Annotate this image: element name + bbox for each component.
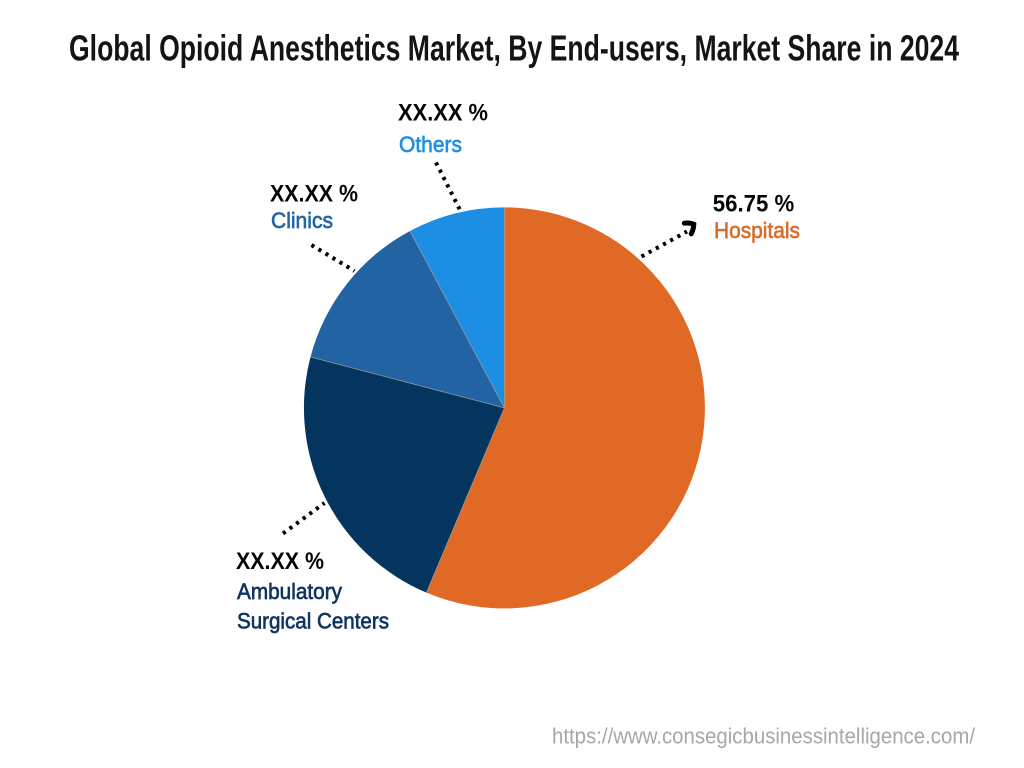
svg-text:Ambulatory: Ambulatory [237, 579, 343, 604]
svg-text:Others: Others [399, 132, 462, 157]
svg-text:56.75 %: 56.75 % [713, 191, 795, 218]
svg-text:XX.XX %: XX.XX % [398, 100, 488, 127]
svg-text:XX.XX %: XX.XX % [236, 548, 324, 575]
svg-text:XX.XX %: XX.XX % [270, 181, 358, 208]
svg-text:Surgical Centers: Surgical Centers [237, 608, 389, 633]
svg-text:Global Opioid Anesthetics Mark: Global Opioid Anesthetics Market, By End… [69, 28, 960, 69]
svg-text:https://www.consegicbusinessin: https://www.consegicbusinessintelligence… [552, 724, 976, 749]
svg-text:Hospitals: Hospitals [714, 218, 800, 243]
svg-text:Clinics: Clinics [271, 208, 333, 233]
